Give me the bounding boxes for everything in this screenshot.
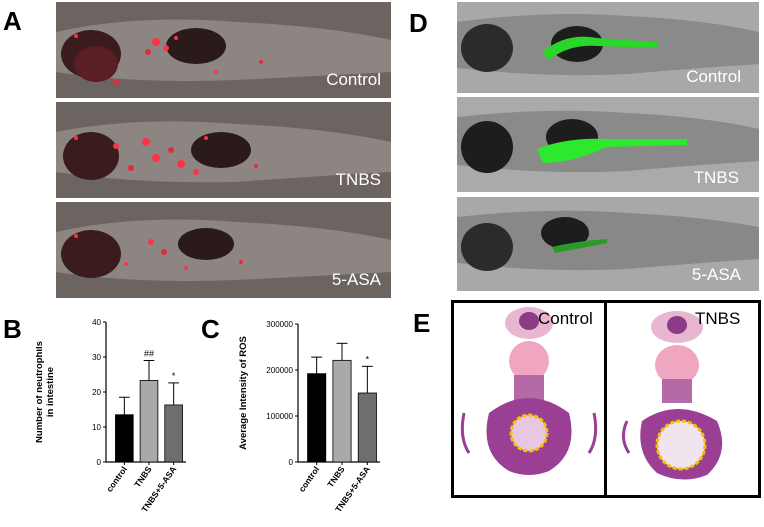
histology-image-control: Control bbox=[451, 300, 607, 498]
x-tick-label: TNBS bbox=[132, 464, 154, 489]
image-caption-5asa: 5-ASA bbox=[331, 270, 381, 289]
significance-marker: * bbox=[172, 371, 176, 381]
panel-label-a: A bbox=[3, 6, 22, 36]
x-tick-label: control bbox=[297, 464, 322, 493]
y-tick-label: 10 bbox=[92, 423, 101, 432]
image-caption-control: Control bbox=[686, 67, 741, 86]
y-axis-label: in intestine bbox=[45, 367, 56, 417]
significance-marker: ## bbox=[144, 349, 154, 359]
y-axis-label: Number of neutrophils bbox=[36, 341, 45, 443]
larva-drawing bbox=[56, 202, 391, 298]
image-caption-tnbs: TNBS bbox=[693, 168, 739, 187]
x-tick-label: control bbox=[104, 464, 129, 493]
bar bbox=[139, 380, 159, 463]
histology-image-tnbs: TNBS bbox=[604, 300, 761, 498]
image-caption-control: Control bbox=[326, 70, 381, 89]
panel-label-d: D bbox=[409, 8, 428, 38]
zebrafish-image-5asa-a: 5-ASA bbox=[56, 202, 391, 298]
zebrafish-image-tnbs-d: TNBS bbox=[457, 97, 759, 192]
larva-drawing bbox=[56, 2, 391, 98]
y-tick-label: 20 bbox=[92, 388, 101, 397]
larva-drawing bbox=[457, 2, 759, 93]
y-axis-label: Average Intensity of ROS bbox=[238, 336, 249, 450]
image-caption-tnbs: TNBS bbox=[335, 170, 381, 189]
histology-caption-control: Control bbox=[538, 309, 593, 328]
bar bbox=[307, 373, 327, 463]
x-tick-label: TNBS bbox=[325, 464, 347, 489]
bar bbox=[164, 404, 183, 463]
y-tick-label: 300000 bbox=[266, 320, 293, 329]
bar bbox=[357, 392, 377, 463]
y-tick-label: 40 bbox=[92, 318, 101, 327]
significance-marker: * bbox=[366, 354, 370, 364]
panel-label-b: B bbox=[3, 314, 22, 344]
bar bbox=[115, 414, 134, 463]
neutrophil-bar-chart: 0 10 20 30 40 Number of neutrophils in intesti… bbox=[36, 318, 186, 514]
larva-drawing bbox=[457, 97, 759, 192]
y-tick-label: 200000 bbox=[266, 366, 293, 375]
histology-drawing bbox=[622, 311, 723, 480]
bar bbox=[332, 359, 352, 463]
histology-drawing bbox=[460, 307, 598, 475]
zebrafish-image-control-a: Control bbox=[56, 2, 391, 98]
zebrafish-image-5asa-d: 5-ASA bbox=[457, 197, 759, 291]
y-tick-label: 0 bbox=[97, 458, 102, 467]
panel-label-e: E bbox=[413, 308, 431, 338]
histology-caption-tnbs: TNBS bbox=[695, 309, 741, 328]
larva-drawing bbox=[457, 197, 759, 291]
image-caption-5asa: 5-ASA bbox=[691, 265, 741, 284]
zebrafish-image-control-d: Control bbox=[457, 2, 759, 93]
y-tick-label: 0 bbox=[289, 458, 294, 467]
zebrafish-image-tnbs-a: TNBS bbox=[56, 102, 391, 198]
y-tick-label: 100000 bbox=[266, 412, 293, 421]
panel-label-c: C bbox=[201, 314, 220, 344]
larva-drawing bbox=[56, 102, 391, 198]
y-tick-label: 30 bbox=[92, 353, 101, 362]
ros-bar-chart: 0 100000 200000 300000 Average Intensity of … bbox=[238, 320, 380, 514]
